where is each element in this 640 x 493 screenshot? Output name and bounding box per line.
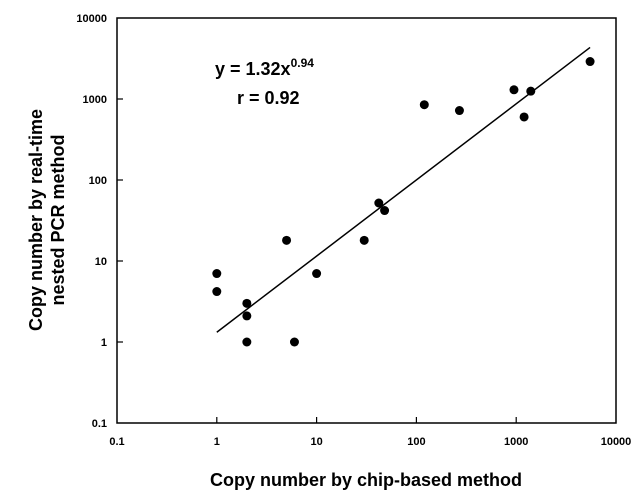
x-tick-label: 1 [214, 436, 220, 448]
x-tick-label: 1000 [504, 436, 528, 448]
data-point [242, 337, 252, 347]
x-tick-label: 0.1 [109, 436, 124, 448]
y-tick-label: 0.1 [92, 418, 107, 430]
data-point [585, 57, 595, 67]
y-axis-title-line1: Copy number by real-time [26, 109, 46, 331]
x-axis-title: Copy number by chip-based method [210, 470, 522, 490]
data-point [282, 235, 292, 245]
data-point [374, 198, 384, 208]
data-point [212, 287, 222, 297]
y-tick-label: 1000 [83, 94, 107, 106]
plot-frame [116, 17, 617, 424]
x-tick-label: 10000 [601, 436, 632, 448]
data-point [509, 85, 519, 95]
data-point [359, 235, 369, 245]
data-point [212, 269, 222, 279]
data-point [519, 112, 529, 122]
y-tick-label: 1 [101, 337, 107, 349]
data-point [242, 298, 252, 308]
equation-label: y = 1.32x0.94 [215, 56, 314, 79]
data-point [454, 106, 464, 116]
regression-line [216, 46, 591, 333]
x-tick-label: 10 [310, 436, 322, 448]
y-tick-label: 100 [89, 175, 107, 187]
y-axis-title-line2: nested PCR method [48, 134, 68, 305]
y-tick-label: 10000 [76, 13, 107, 25]
y-tick-label: 10 [95, 256, 107, 268]
correlation-label: r = 0.92 [237, 88, 300, 108]
data-point [526, 86, 536, 96]
data-points [212, 57, 595, 347]
data-point [242, 311, 252, 321]
x-tick-label: 100 [407, 436, 425, 448]
y-tick-labels: 0.1 1 10 100 1000 10000 [76, 13, 107, 430]
data-point [289, 337, 299, 347]
data-point [419, 100, 429, 110]
x-tick-labels: 0.1 1 10 100 1000 10000 [109, 436, 631, 448]
data-point [380, 206, 390, 216]
axis-ticks [117, 98, 517, 423]
data-point [312, 269, 322, 279]
